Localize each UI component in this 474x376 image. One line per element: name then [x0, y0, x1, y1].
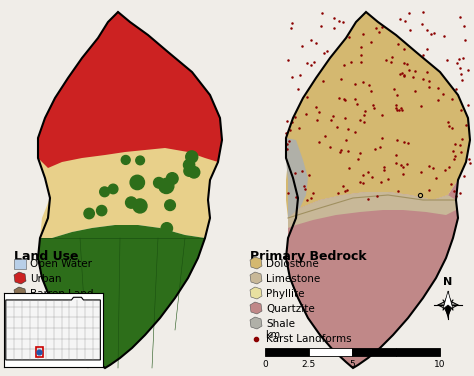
Text: 0: 0: [262, 360, 268, 369]
Circle shape: [130, 175, 145, 190]
Circle shape: [126, 197, 137, 208]
Text: Quartzite: Quartzite: [266, 304, 315, 314]
Polygon shape: [38, 225, 205, 368]
Text: Open Water: Open Water: [30, 259, 92, 269]
Text: 10: 10: [434, 360, 446, 369]
Polygon shape: [14, 317, 26, 329]
Text: Barren Land: Barren Land: [30, 289, 93, 299]
Text: Agriculture: Agriculture: [30, 319, 88, 329]
Text: Shale: Shale: [266, 319, 295, 329]
Circle shape: [109, 184, 118, 194]
Circle shape: [100, 187, 109, 197]
Circle shape: [84, 208, 94, 219]
Circle shape: [133, 199, 147, 213]
Polygon shape: [6, 297, 100, 360]
Text: Karst Landforms: Karst Landforms: [266, 334, 352, 344]
Text: Phyllite: Phyllite: [266, 289, 304, 299]
Bar: [265, 348, 309, 356]
Text: N: N: [443, 277, 453, 287]
Text: Urban: Urban: [30, 274, 62, 284]
Polygon shape: [250, 257, 262, 269]
Text: Primary Bedrock: Primary Bedrock: [250, 250, 366, 263]
Polygon shape: [14, 287, 26, 299]
Bar: [396, 348, 440, 356]
Bar: [36, 347, 43, 357]
Circle shape: [136, 156, 145, 165]
Polygon shape: [38, 12, 222, 168]
Text: Wetland: Wetland: [30, 334, 73, 344]
Polygon shape: [286, 180, 458, 368]
Bar: [309, 348, 353, 356]
Polygon shape: [14, 272, 26, 284]
Circle shape: [166, 173, 178, 184]
Polygon shape: [250, 317, 262, 329]
Polygon shape: [14, 302, 26, 314]
Circle shape: [186, 151, 198, 163]
Circle shape: [97, 205, 107, 216]
Text: Forest: Forest: [30, 304, 62, 314]
Polygon shape: [286, 138, 308, 218]
Circle shape: [154, 177, 164, 188]
Text: km: km: [265, 330, 280, 340]
Text: Limestone: Limestone: [266, 274, 320, 284]
Text: 5: 5: [350, 360, 356, 369]
Circle shape: [121, 156, 130, 164]
Circle shape: [188, 167, 200, 178]
Polygon shape: [443, 291, 453, 309]
Polygon shape: [14, 259, 26, 269]
Text: 2.5: 2.5: [301, 360, 316, 369]
Polygon shape: [250, 302, 262, 314]
Circle shape: [184, 166, 194, 176]
Polygon shape: [443, 301, 453, 319]
Polygon shape: [38, 12, 222, 238]
Circle shape: [183, 159, 195, 171]
Text: Land Use: Land Use: [14, 250, 79, 263]
Text: Dolostone: Dolostone: [266, 259, 319, 269]
Circle shape: [159, 179, 174, 194]
Circle shape: [164, 200, 175, 211]
Polygon shape: [286, 12, 470, 218]
Polygon shape: [250, 272, 262, 284]
Bar: [353, 348, 396, 356]
Polygon shape: [288, 192, 456, 228]
Polygon shape: [250, 287, 262, 299]
Circle shape: [161, 223, 173, 234]
